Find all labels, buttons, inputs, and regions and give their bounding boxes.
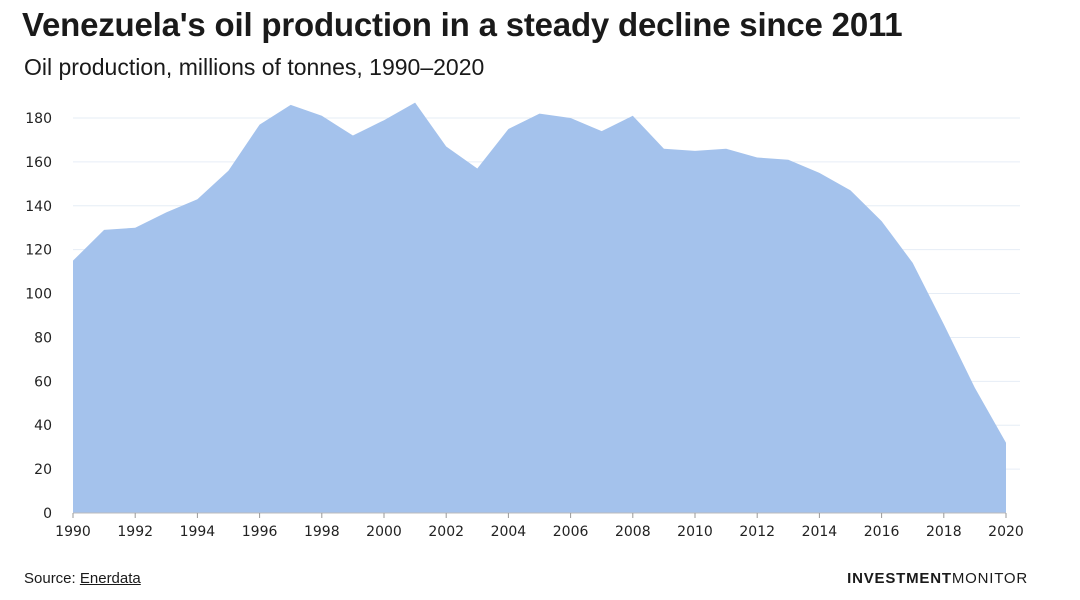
x-tick-label-2012: 2012: [739, 524, 775, 540]
y-tick-label-100: 100: [25, 287, 52, 303]
x-tick-label-2004: 2004: [491, 524, 527, 540]
x-tick-label-1992: 1992: [117, 524, 153, 540]
x-tick-label-2000: 2000: [366, 524, 402, 540]
y-tick-label-120: 120: [25, 243, 52, 259]
x-tick-label-2016: 2016: [864, 524, 900, 540]
x-tick-label-2006: 2006: [553, 524, 589, 540]
brand-investment: INVESTMENT: [847, 570, 952, 587]
x-tick-label-1996: 1996: [242, 524, 278, 540]
y-tick-label-0: 0: [43, 506, 52, 522]
y-tick-label-20: 20: [34, 462, 52, 478]
source-label: Source:: [24, 570, 76, 587]
x-tick-label-2018: 2018: [926, 524, 962, 540]
y-tick-label-180: 180: [25, 111, 52, 127]
y-tick-label-60: 60: [34, 374, 52, 390]
y-axis: 0 20 40 60 80 100 120 140 160 180: [25, 111, 52, 522]
chart-title: Venezuela's oil production in a steady d…: [22, 6, 903, 43]
chart-subtitle: Oil production, millions of tonnes, 1990…: [24, 54, 485, 80]
x-tick-label-1998: 1998: [304, 524, 340, 540]
area-layer: [73, 102, 1006, 513]
brand-monitor: MONITOR: [951, 570, 1028, 587]
y-tick-label-140: 140: [25, 199, 52, 215]
area-series-oil-production: [73, 102, 1006, 513]
x-tick-label-2008: 2008: [615, 524, 651, 540]
x-tick-label-2020: 2020: [988, 524, 1024, 540]
x-tick-label-2014: 2014: [802, 524, 838, 540]
brand-logo: INVESTMENTMONITOR: [847, 570, 1028, 587]
y-tick-label-160: 160: [25, 155, 52, 171]
y-tick-label-80: 80: [34, 330, 52, 346]
x-tick-label-2002: 2002: [428, 524, 464, 540]
y-tick-label-40: 40: [34, 418, 52, 434]
source-link[interactable]: Enerdata: [79, 570, 141, 587]
source-note: Source: Enerdata: [24, 570, 141, 587]
x-tick-label-1994: 1994: [180, 524, 216, 540]
x-axis: 1990 1992 1994 1996 1998 2000 2002 2004 2006 2008…: [55, 512, 1024, 540]
x-tick-label-1990: 1990: [55, 524, 91, 540]
x-tick-label-2010: 2010: [677, 524, 713, 540]
